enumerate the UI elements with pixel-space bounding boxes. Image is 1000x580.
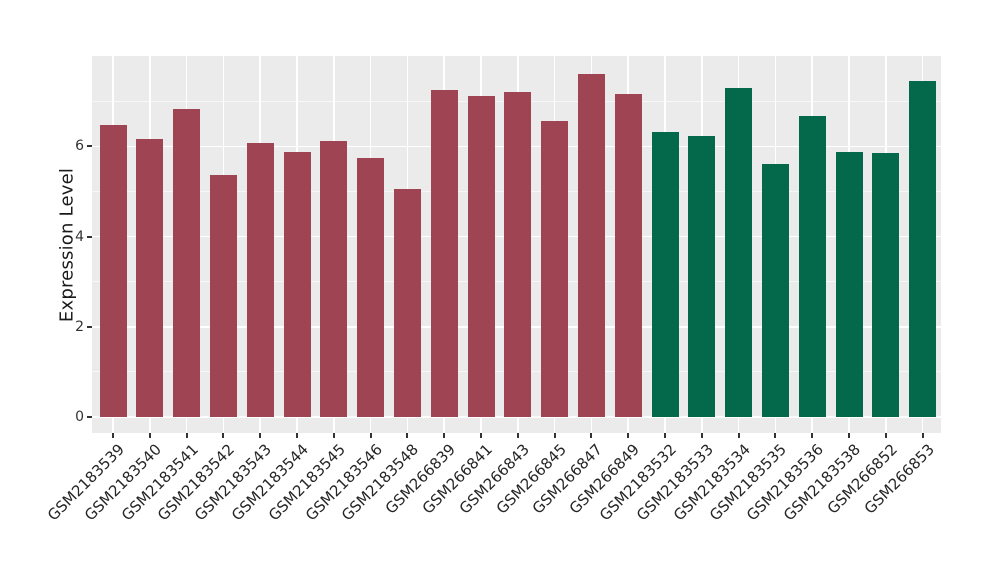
x-tick-mark	[848, 433, 850, 438]
y-tick-mark	[87, 416, 92, 418]
bar-GSM266849	[614, 93, 642, 417]
y-tick-mark	[87, 235, 92, 238]
bar-GSM2183543	[246, 142, 274, 417]
bar-GSM266845	[541, 120, 569, 417]
x-tick-mark	[884, 433, 887, 438]
x-tick-mark	[222, 433, 225, 438]
x-tick-mark	[921, 433, 924, 438]
x-tick-mark	[369, 433, 372, 438]
bar-GSM2183538	[835, 151, 863, 417]
y-tick-label: 0	[75, 409, 84, 425]
bar-GSM2183546	[357, 157, 385, 417]
y-tick-mark	[87, 145, 92, 148]
x-tick-mark	[443, 433, 446, 438]
bar-GSM2183544	[283, 151, 311, 417]
x-tick-mark	[811, 433, 814, 438]
x-tick-mark	[774, 433, 777, 438]
y-tick-label: 4	[75, 228, 84, 245]
bar-GSM266853	[909, 81, 937, 417]
x-tick-mark	[590, 433, 593, 438]
y-tick-mark	[87, 325, 92, 328]
x-tick-mark	[185, 433, 188, 438]
y-tick-label: 6	[75, 138, 84, 155]
bar-GSM266843	[504, 92, 532, 417]
x-tick-mark	[259, 433, 262, 438]
bar-GSM266852	[872, 152, 900, 417]
x-tick-mark	[480, 433, 482, 438]
bar-GSM2183542	[209, 174, 237, 417]
x-tick-mark	[627, 433, 630, 438]
bar-GSM266841	[467, 96, 495, 417]
bar-GSM266839	[430, 90, 458, 417]
x-tick-mark	[516, 433, 519, 438]
x-tick-mark	[737, 433, 740, 438]
x-tick-mark	[296, 433, 298, 438]
x-tick-mark	[148, 433, 151, 438]
bar-GSM2183534	[725, 88, 753, 417]
bar-GSM266847	[577, 74, 605, 417]
bar-GSM2183533	[688, 135, 716, 417]
bar-GSM2183545	[320, 140, 348, 417]
x-tick-mark	[664, 433, 666, 438]
x-tick-mark	[332, 433, 335, 438]
bar-GSM2183532	[651, 131, 679, 417]
bar-GSM2183541	[173, 109, 201, 417]
bar-GSM2183536	[798, 115, 826, 417]
x-tick-mark	[406, 433, 409, 438]
y-tick-label: 2	[75, 318, 84, 335]
x-tick-mark	[553, 433, 556, 438]
x-tick-mark	[112, 433, 114, 438]
bar-GSM2183539	[99, 124, 127, 417]
bar-GSM2183540	[136, 139, 164, 417]
bar-GSM2183548	[393, 188, 421, 417]
x-tick-mark	[700, 433, 703, 438]
major-gridline	[92, 416, 941, 418]
bar-GSM2183535	[761, 164, 789, 417]
